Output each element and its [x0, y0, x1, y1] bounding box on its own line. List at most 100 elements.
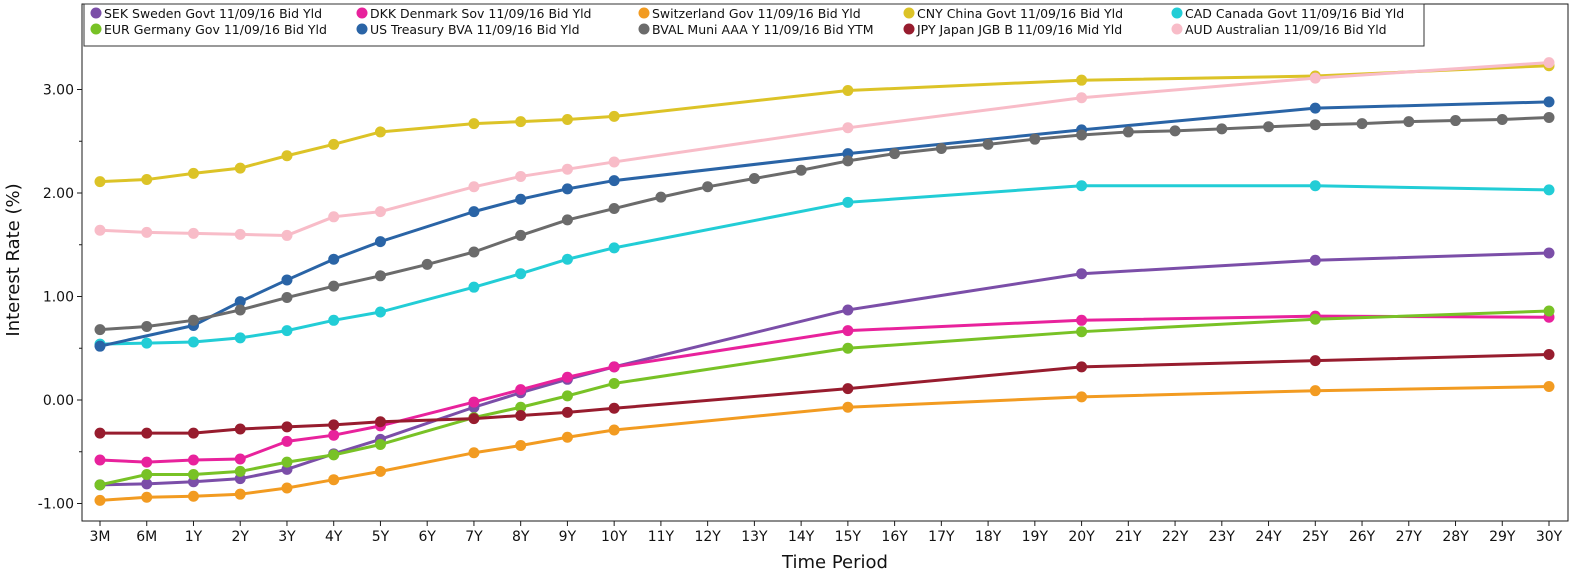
data-point: [982, 138, 994, 150]
series-group: [94, 381, 1555, 506]
legend-label: DKK Denmark Sov 11/09/16 Bid Yld: [370, 6, 591, 21]
data-point: [1543, 247, 1555, 259]
legend-label: AUD Australian 11/09/16 Bid Yld: [1185, 22, 1387, 37]
data-point: [94, 176, 106, 188]
x-tick-label: 17Y: [928, 529, 955, 545]
data-point: [1543, 184, 1555, 196]
data-point: [561, 214, 573, 226]
data-point: [795, 164, 807, 176]
x-tick-label: 2Y: [231, 529, 249, 545]
data-point: [842, 122, 854, 134]
x-tick-label: 19Y: [1022, 529, 1049, 545]
data-point: [1309, 385, 1321, 397]
data-point: [141, 337, 153, 349]
legend-item: SEK Sweden Govt 11/09/16 Bid Yld: [90, 6, 322, 21]
y-tick-label: 0.00: [43, 393, 74, 409]
data-point: [328, 429, 340, 441]
series-line: [98, 115, 1551, 332]
data-point: [515, 401, 527, 413]
data-point: [141, 427, 153, 439]
data-point: [561, 114, 573, 126]
data-point: [889, 148, 901, 160]
data-point: [94, 454, 106, 466]
legend-label: SEK Sweden Govt 11/09/16 Bid Yld: [104, 6, 322, 21]
data-point: [187, 336, 199, 348]
data-point: [421, 258, 433, 270]
data-point: [141, 321, 153, 333]
data-point: [187, 167, 199, 179]
data-point: [328, 280, 340, 292]
x-tick-label: 11Y: [648, 529, 675, 545]
data-point: [281, 325, 293, 337]
data-point: [468, 181, 480, 193]
data-point: [1450, 115, 1462, 127]
data-point: [187, 314, 199, 326]
data-point: [187, 427, 199, 439]
data-point: [1543, 111, 1555, 123]
data-point: [187, 469, 199, 481]
data-point: [328, 449, 340, 461]
data-point: [234, 162, 246, 174]
data-point: [561, 163, 573, 175]
data-point: [1076, 268, 1088, 280]
x-tick-label: 14Y: [788, 529, 815, 545]
plot-frame: [81, 3, 1569, 522]
data-point: [1309, 254, 1321, 266]
x-tick-label: 1Y: [185, 529, 203, 545]
data-point: [515, 384, 527, 396]
legend-label: CNY China Govt 11/09/16 Bid Yld: [917, 6, 1123, 21]
x-tick-label: 29Y: [1489, 529, 1516, 545]
data-point: [234, 228, 246, 240]
data-point: [141, 174, 153, 186]
data-point: [842, 196, 854, 208]
x-tick-label: 6Y: [418, 529, 436, 545]
x-tick-label: 26Y: [1349, 529, 1376, 545]
legend-swatch: [1171, 23, 1183, 35]
data-point: [1076, 180, 1088, 192]
data-point: [1309, 102, 1321, 114]
series-layer: [94, 57, 1555, 506]
data-point: [842, 342, 854, 354]
data-point: [468, 413, 480, 425]
data-point: [141, 469, 153, 481]
legend-swatch: [356, 7, 368, 19]
data-point: [281, 421, 293, 433]
data-point: [1309, 355, 1321, 367]
data-point: [1076, 391, 1088, 403]
series-group: [94, 111, 1555, 336]
data-point: [328, 253, 340, 265]
data-point: [608, 402, 620, 414]
data-point: [561, 253, 573, 265]
data-point: [608, 110, 620, 122]
legend-label: CAD Canada Govt 11/09/16 Bid Yld: [1185, 6, 1404, 21]
data-point: [1309, 119, 1321, 131]
x-tick-label: 16Y: [881, 529, 908, 545]
x-tick-label: 9Y: [559, 529, 577, 545]
data-point: [374, 439, 386, 451]
legend-item: EUR Germany Gov 11/09/16 Bid Yld: [90, 22, 327, 37]
legend-swatch: [1171, 7, 1183, 19]
series-line: [98, 100, 1551, 348]
data-point: [234, 488, 246, 500]
data-point: [608, 377, 620, 389]
data-point: [94, 324, 106, 336]
data-point: [281, 456, 293, 468]
data-point: [515, 170, 527, 182]
data-point: [608, 175, 620, 187]
data-point: [94, 494, 106, 506]
data-point: [234, 332, 246, 344]
data-point: [842, 325, 854, 337]
x-tick-label: 25Y: [1302, 529, 1329, 545]
legend-item: BVAL Muni AAA Y 11/09/16 Bid YTM: [638, 22, 874, 37]
data-point: [328, 138, 340, 150]
data-point: [748, 173, 760, 185]
legend-swatch: [90, 23, 102, 35]
data-point: [842, 155, 854, 167]
data-point: [1076, 92, 1088, 104]
data-point: [561, 183, 573, 195]
legend-swatch: [638, 7, 650, 19]
data-point: [374, 206, 386, 218]
legend-swatch: [903, 7, 915, 19]
data-point: [1076, 326, 1088, 338]
